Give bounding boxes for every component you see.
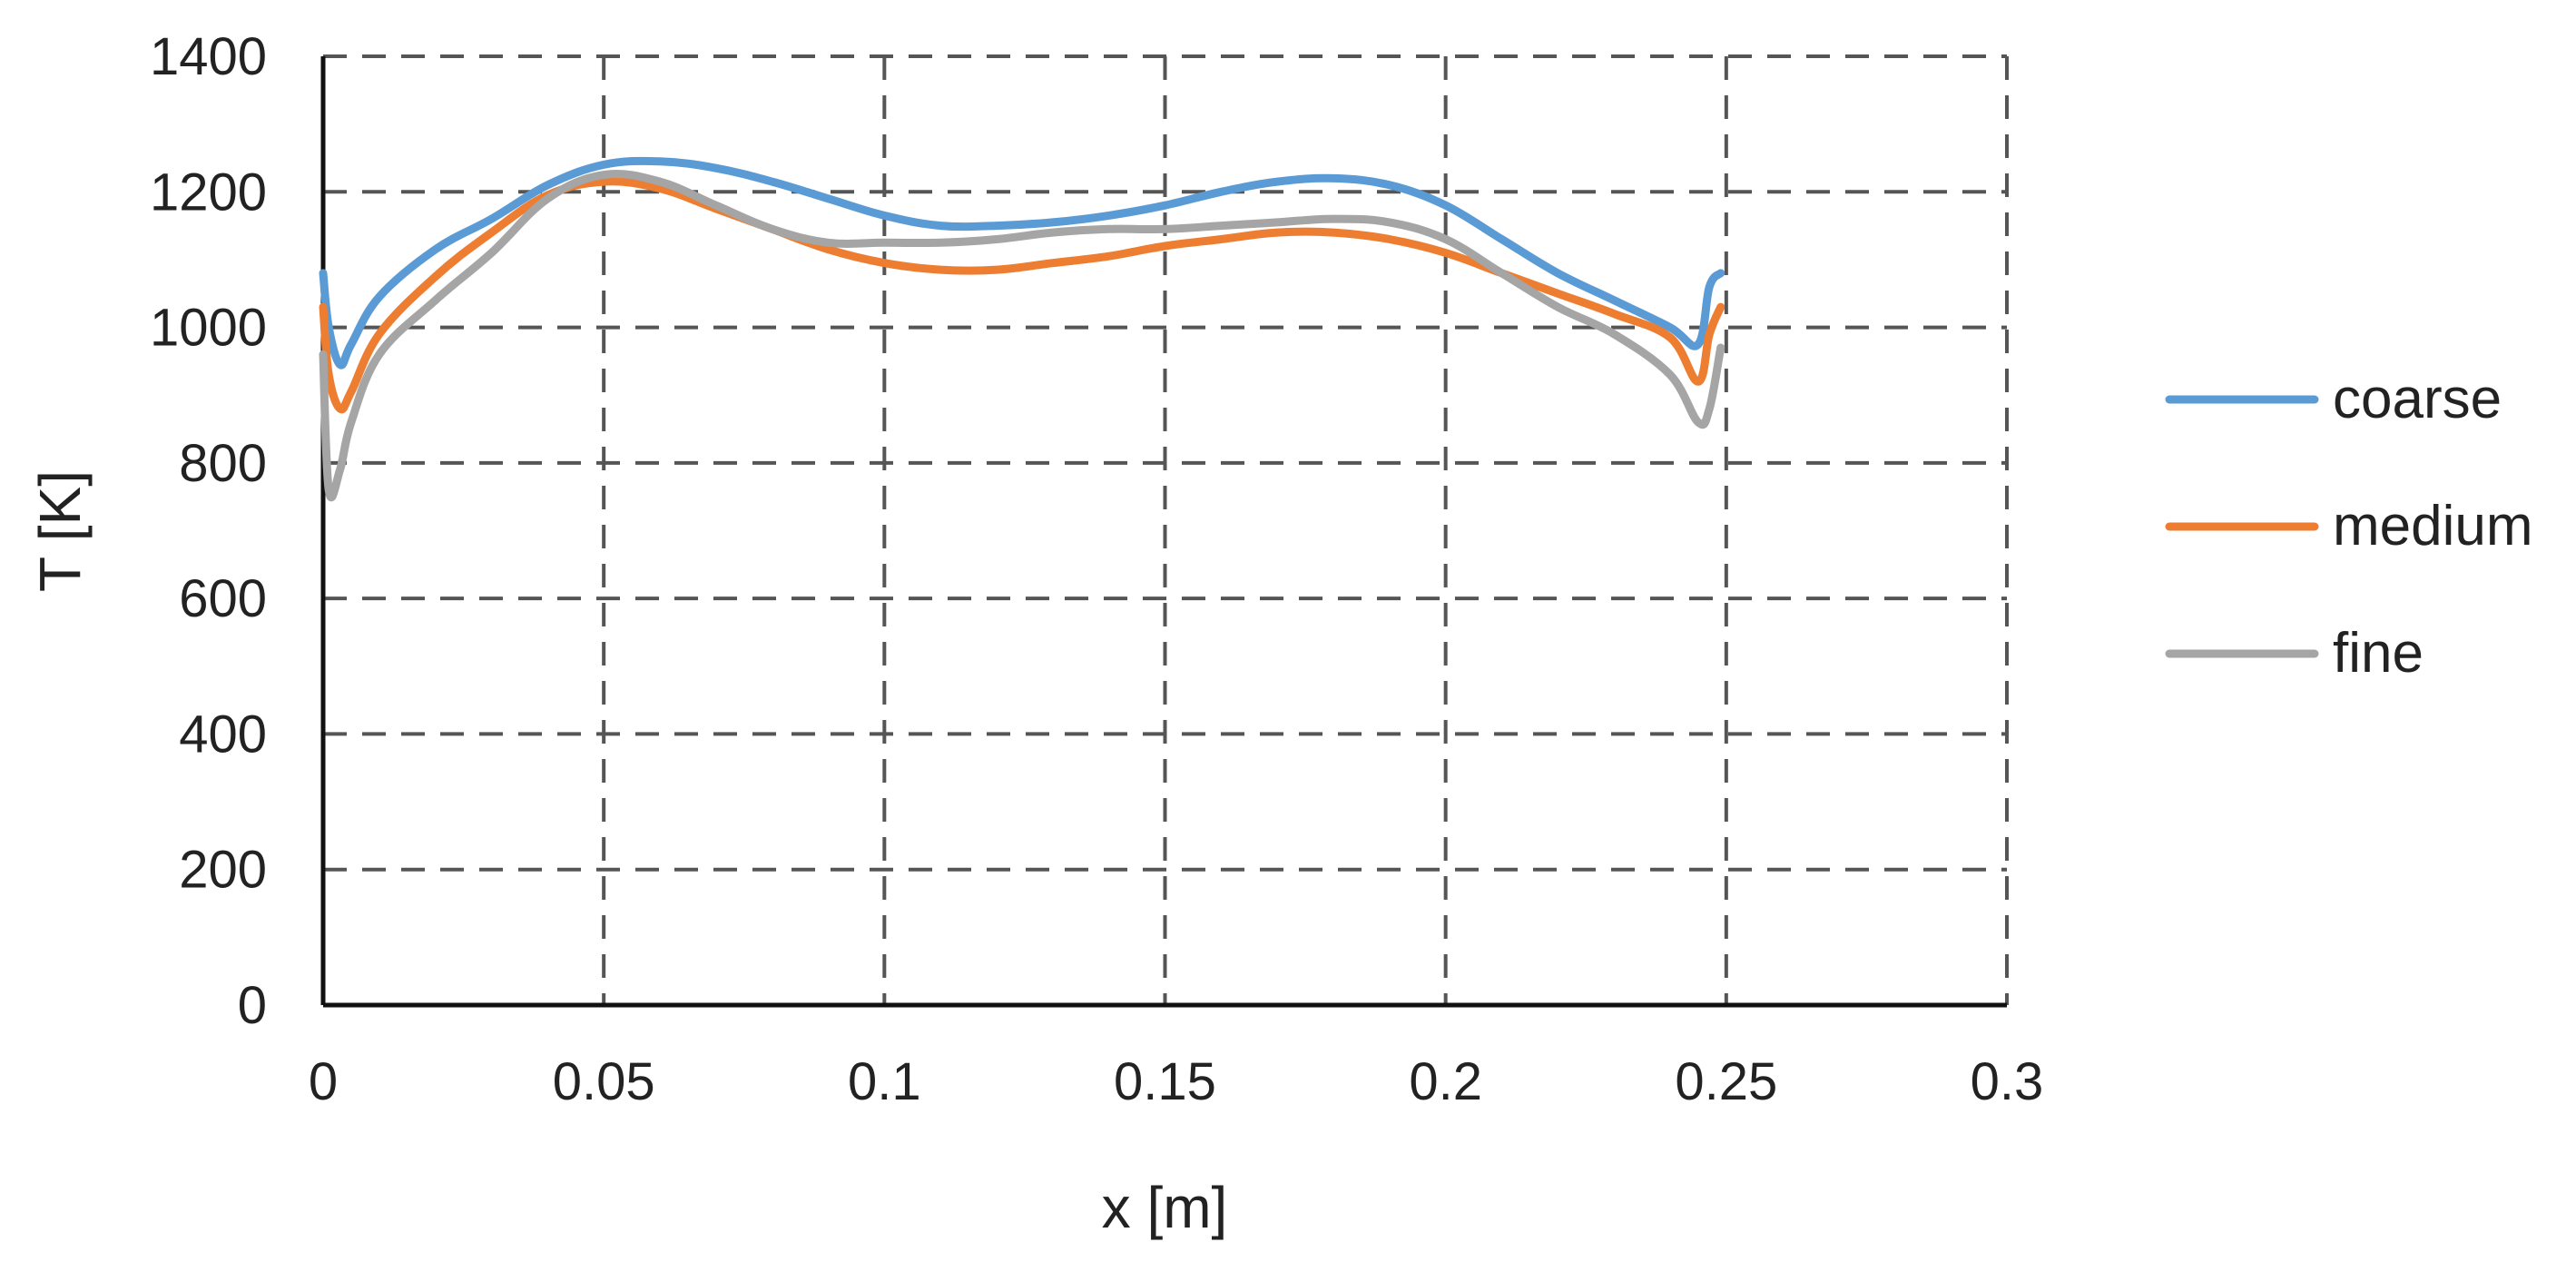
legend-label-coarse: coarse (2333, 368, 2502, 430)
series-lines (319, 156, 1726, 502)
legend: coarse medium fine (2165, 368, 2533, 685)
axes (320, 56, 2007, 1008)
y-tick-label: 1200 (150, 163, 267, 222)
y-tick-label: 600 (179, 569, 267, 628)
series-line-medium (319, 177, 1726, 414)
tick-labels: 0 200 400 600 800 1000 1200 1400 0 0.05 0.1 0.15 0.2… (150, 27, 2043, 1111)
legend-label-medium: medium (2333, 495, 2533, 557)
x-tick-label: 0.2 (1409, 1052, 1482, 1111)
y-axis-title: T [K] (27, 470, 93, 592)
y-tick-label: 0 (238, 976, 267, 1035)
y-tick-label: 200 (179, 841, 267, 900)
x-tick-label: 0.05 (553, 1052, 655, 1111)
y-tick-label: 800 (179, 434, 267, 493)
y-tick-label: 1400 (150, 27, 267, 86)
x-tick-label: 0 (309, 1052, 338, 1111)
x-tick-label: 0.25 (1675, 1052, 1777, 1111)
grid (323, 54, 2009, 1005)
x-axis-title: x [m] (1102, 1175, 1228, 1240)
y-tick-label: 400 (179, 705, 267, 764)
x-tick-label: 0.15 (1114, 1052, 1216, 1111)
x-tick-label: 0.3 (1971, 1052, 2044, 1111)
legend-label-fine: fine (2333, 622, 2424, 685)
series-line-coarse (319, 156, 1726, 370)
series-line-fine (319, 170, 1726, 502)
y-tick-label: 1000 (150, 299, 267, 358)
x-tick-label: 0.1 (848, 1052, 921, 1111)
